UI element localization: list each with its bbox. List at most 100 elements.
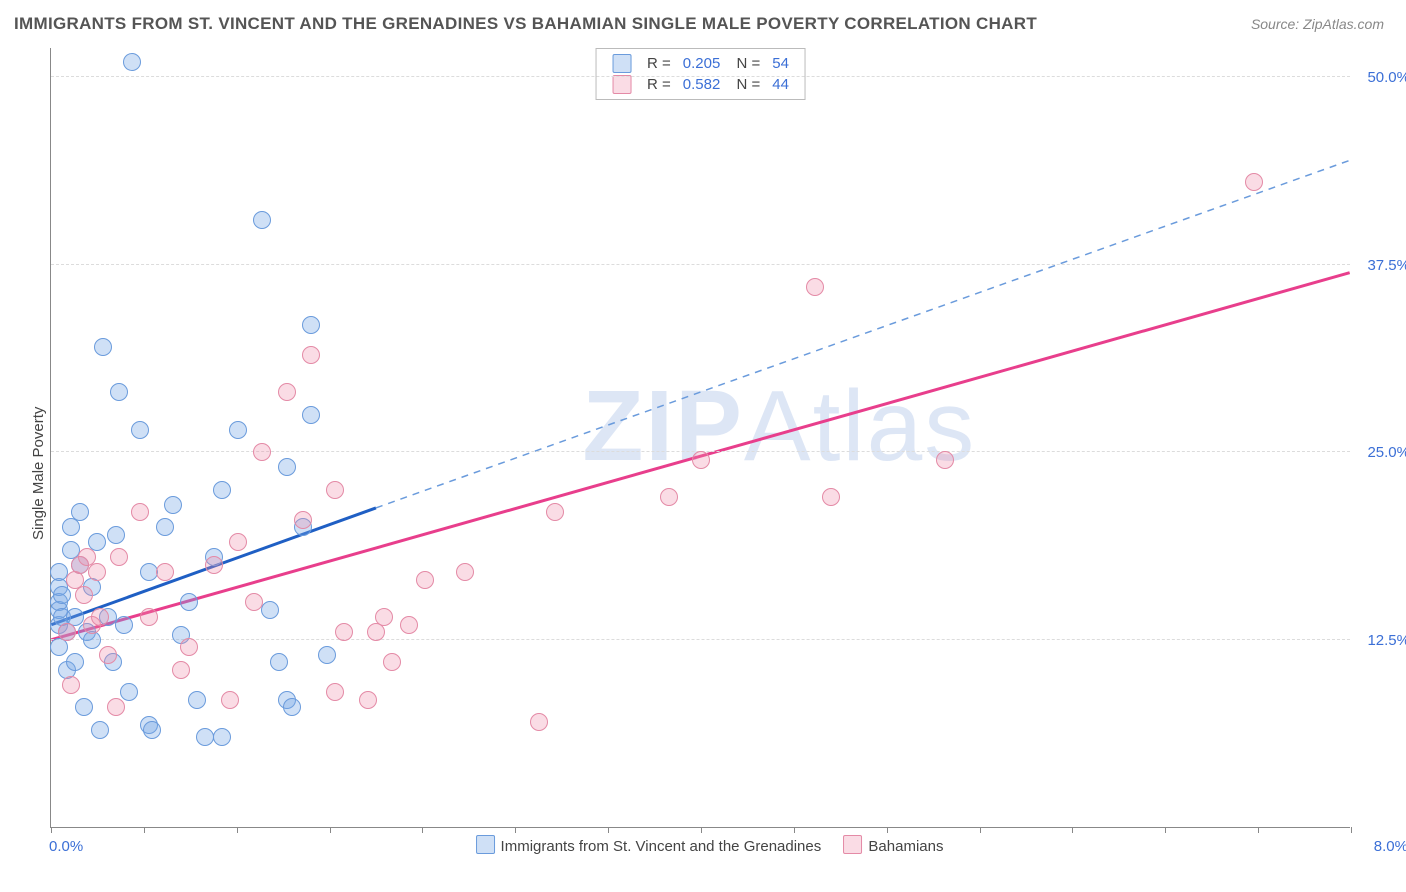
data-point (546, 503, 564, 521)
data-point (156, 518, 174, 536)
data-point (375, 608, 393, 626)
data-point (115, 616, 133, 634)
data-point (66, 653, 84, 671)
legend-r-value: 0.582 (677, 74, 727, 95)
data-point (75, 698, 93, 716)
data-point (806, 278, 824, 296)
source-label: Source: ZipAtlas.com (1251, 16, 1384, 32)
data-point (302, 316, 320, 334)
data-point (253, 443, 271, 461)
x-tick (51, 827, 52, 833)
gridline (51, 264, 1350, 265)
legend-swatch (612, 54, 631, 73)
data-point (71, 503, 89, 521)
x-axis-min-label: 0.0% (49, 838, 83, 855)
data-point (164, 496, 182, 514)
data-point (172, 661, 190, 679)
x-tick (887, 827, 888, 833)
y-tick-label: 12.5% (1360, 632, 1406, 649)
series-legend: Immigrants from St. Vincent and the Gren… (458, 835, 944, 855)
data-point (400, 616, 418, 634)
legend-n-label: N = (726, 74, 766, 95)
data-point (283, 698, 301, 716)
legend-swatch (476, 835, 495, 854)
data-point (359, 691, 377, 709)
data-point (75, 586, 93, 604)
data-point (58, 623, 76, 641)
data-point (294, 511, 312, 529)
data-point (229, 421, 247, 439)
data-point (62, 518, 80, 536)
data-point (53, 586, 71, 604)
correlation-legend: R = 0.205 N = 54 R = 0.582 N = 44 (595, 48, 806, 100)
x-tick (1072, 827, 1073, 833)
data-point (302, 406, 320, 424)
data-point (383, 653, 401, 671)
data-point (91, 721, 109, 739)
data-point (180, 593, 198, 611)
data-point (107, 698, 125, 716)
legend-swatch (612, 75, 631, 94)
data-point (62, 676, 80, 694)
y-tick-label: 50.0% (1360, 69, 1406, 86)
legend-r-label: R = (641, 53, 677, 74)
x-tick (1258, 827, 1259, 833)
x-tick (515, 827, 516, 833)
legend-row: R = 0.582 N = 44 (606, 74, 795, 95)
y-tick-label: 37.5% (1360, 257, 1406, 274)
legend-n-label: N = (726, 53, 766, 74)
data-point (213, 481, 231, 499)
data-point (156, 563, 174, 581)
legend-r-label: R = (641, 74, 677, 95)
chart-title: IMMIGRANTS FROM ST. VINCENT AND THE GREN… (14, 14, 1037, 34)
data-point (326, 481, 344, 499)
data-point (94, 338, 112, 356)
data-point (205, 556, 223, 574)
data-point (278, 383, 296, 401)
data-point (278, 458, 296, 476)
gridline (51, 639, 1350, 640)
data-point (110, 548, 128, 566)
data-point (131, 503, 149, 521)
data-point (335, 623, 353, 641)
data-point (123, 53, 141, 71)
x-tick (237, 827, 238, 833)
watermark-main: ZIP (582, 370, 744, 482)
x-tick (701, 827, 702, 833)
data-point (107, 526, 125, 544)
y-tick-label: 25.0% (1360, 444, 1406, 461)
x-axis-max-label: 8.0% (1374, 838, 1406, 855)
data-point (936, 451, 954, 469)
data-point (91, 608, 109, 626)
data-point (221, 691, 239, 709)
data-point (1245, 173, 1263, 191)
legend-row: R = 0.205 N = 54 (606, 53, 795, 74)
x-tick (144, 827, 145, 833)
data-point (110, 383, 128, 401)
series-label: Bahamians (868, 838, 943, 855)
data-point (660, 488, 678, 506)
data-point (245, 593, 263, 611)
data-point (326, 683, 344, 701)
plot-area: ZIPAtlas R = 0.205 N = 54 R = 0.582 N = … (50, 48, 1350, 828)
legend-r-value: 0.205 (677, 53, 727, 74)
series-label: Immigrants from St. Vincent and the Gren… (501, 838, 822, 855)
x-tick (330, 827, 331, 833)
data-point (188, 691, 206, 709)
data-point (140, 608, 158, 626)
data-point (416, 571, 434, 589)
data-point (253, 211, 271, 229)
data-point (456, 563, 474, 581)
x-tick (1165, 827, 1166, 833)
data-point (213, 728, 231, 746)
x-tick (980, 827, 981, 833)
data-point (530, 713, 548, 731)
watermark: ZIPAtlas (582, 369, 976, 484)
data-point (180, 638, 198, 656)
data-point (302, 346, 320, 364)
gridline (51, 76, 1350, 77)
data-point (131, 421, 149, 439)
chart-container: IMMIGRANTS FROM ST. VINCENT AND THE GREN… (0, 0, 1406, 892)
data-point (143, 721, 161, 739)
x-tick (1351, 827, 1352, 833)
